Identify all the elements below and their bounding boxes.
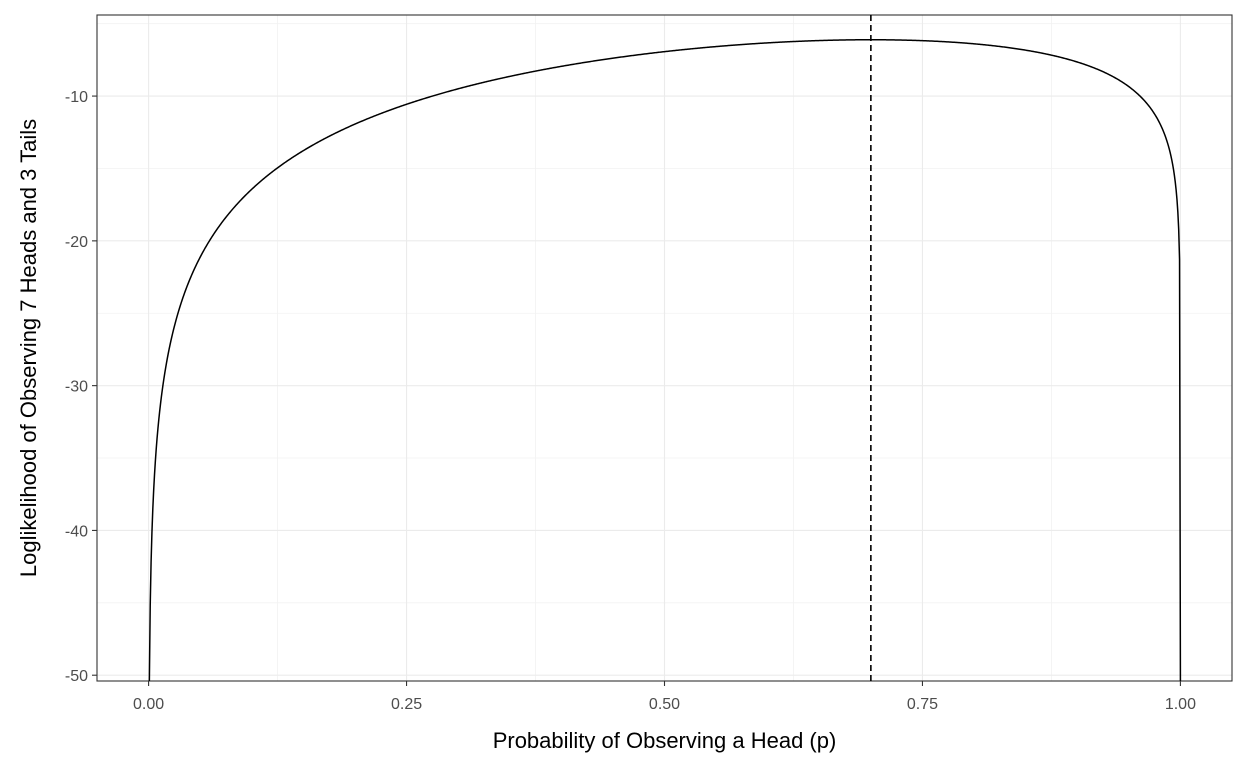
y-tick-label: -20 (65, 234, 88, 251)
y-axis-ticks: -50 -40 -30 -20 -10 (65, 89, 97, 685)
y-tick-label: -10 (65, 89, 88, 106)
major-gridlines (97, 15, 1232, 681)
y-tick-label: -40 (65, 523, 88, 540)
y-tick-label: -50 (65, 668, 88, 685)
x-tick-label: 0.75 (907, 696, 938, 713)
x-axis-ticks: 0.00 0.25 0.50 0.75 1.00 (133, 681, 1196, 713)
x-tick-label: 0.50 (649, 696, 680, 713)
y-tick-label: -30 (65, 379, 88, 396)
x-tick-label: 0.25 (391, 696, 422, 713)
loglikelihood-curve (148, 38, 1182, 682)
series-lines (148, 38, 1182, 682)
x-axis-title: Probability of Observing a Head (p) (493, 728, 837, 753)
y-axis-title: Loglikelihood of Observing 7 Heads and 3… (16, 119, 41, 577)
x-tick-label: 0.00 (133, 696, 164, 713)
x-tick-label: 1.00 (1165, 696, 1196, 713)
